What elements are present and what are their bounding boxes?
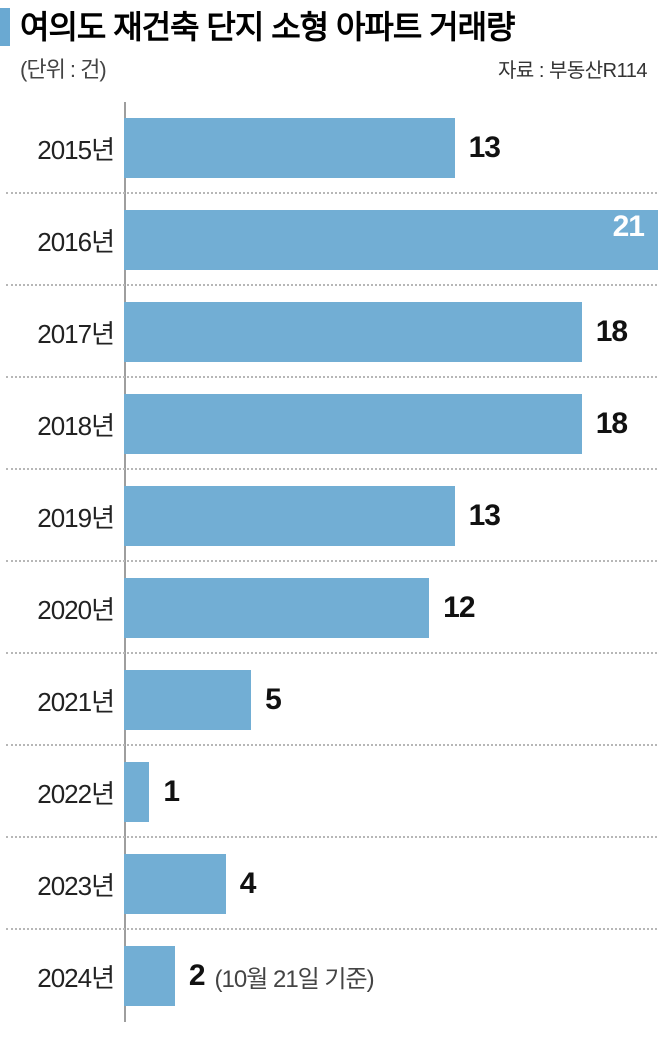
source-label: 자료 : 부동산R114 [498, 54, 647, 83]
bar [124, 118, 455, 178]
bar [124, 578, 429, 638]
bar-area: 13 [124, 102, 667, 194]
table-row: 2020년 12 [0, 562, 667, 654]
category-label: 2021년 [0, 682, 124, 719]
row-inner: 2024년 2 (10월 21일 기준) [0, 930, 667, 1022]
bar-area: 2 (10월 21일 기준) [124, 930, 667, 1022]
subheader-row: (단위 : 건) 자료 : 부동산R114 [0, 46, 667, 84]
table-row: 2021년 5 [0, 654, 667, 746]
bar-area: 18 [124, 286, 667, 378]
bar-area: 12 [124, 562, 667, 654]
row-inner: 2022년 1 [0, 746, 667, 838]
category-label: 2016년 [0, 222, 124, 259]
bar [124, 946, 175, 1006]
bar [124, 302, 582, 362]
value-label: 13 [469, 131, 500, 165]
table-row: 2024년 2 (10월 21일 기준) [0, 930, 667, 1022]
table-row: 2016년 21 [0, 194, 667, 286]
bar-overlay: 21 [124, 210, 658, 270]
bar-area: 21 [124, 194, 667, 286]
bar-area: 18 [124, 378, 667, 470]
unit-label: (단위 : 건) [20, 52, 106, 84]
category-label: 2020년 [0, 590, 124, 627]
category-label: 2024년 [0, 958, 124, 995]
row-inner: 2019년 13 [0, 470, 667, 562]
chart-title: 여의도 재건축 단지 소형 아파트 거래량 [20, 8, 515, 46]
row-inner: 2021년 5 [0, 654, 667, 746]
row-inner: 2016년 21 [0, 194, 667, 286]
row-inner: 2015년 13 [0, 102, 667, 194]
title-row: 여의도 재건축 단지 소형 아파트 거래량 [0, 0, 667, 46]
value-label: 13 [469, 499, 500, 533]
table-row: 2019년 13 [0, 470, 667, 562]
table-row: 2015년 13 [0, 102, 667, 194]
value-label: 2 [189, 959, 205, 993]
plot-area: 2015년132016년212017년182018년182019년132020년… [0, 102, 667, 1022]
row-inner: 2023년 4 [0, 838, 667, 930]
bar [124, 486, 455, 546]
row-note: (10월 21일 기준) [215, 959, 374, 994]
bar [124, 854, 226, 914]
row-inner: 2020년 12 [0, 562, 667, 654]
row-inner: 2018년 18 [0, 378, 667, 470]
bar [124, 670, 251, 730]
category-label: 2015년 [0, 130, 124, 167]
table-row: 2017년 18 [0, 286, 667, 378]
bar-area: 1 [124, 746, 667, 838]
category-label: 2017년 [0, 314, 124, 351]
title-marker [0, 8, 10, 46]
category-label: 2019년 [0, 498, 124, 535]
bar-area: 5 [124, 654, 667, 746]
category-label: 2022년 [0, 774, 124, 811]
table-row: 2018년 18 [0, 378, 667, 470]
value-label: 1 [163, 775, 179, 809]
category-label: 2018년 [0, 406, 124, 443]
bar [124, 394, 582, 454]
value-label: 4 [240, 867, 256, 901]
category-label: 2023년 [0, 866, 124, 903]
table-row: 2023년 4 [0, 838, 667, 930]
value-label: 18 [596, 315, 627, 349]
value-label: 5 [265, 683, 281, 717]
bar-area: 4 [124, 838, 667, 930]
bar [124, 762, 149, 822]
value-label: 21 [613, 210, 644, 244]
table-row: 2022년 1 [0, 746, 667, 838]
value-label: 18 [596, 407, 627, 441]
row-inner: 2017년 18 [0, 286, 667, 378]
bar-chart: 여의도 재건축 단지 소형 아파트 거래량 (단위 : 건) 자료 : 부동산R… [0, 0, 667, 1046]
bar-area: 13 [124, 470, 667, 562]
value-label: 12 [443, 591, 474, 625]
